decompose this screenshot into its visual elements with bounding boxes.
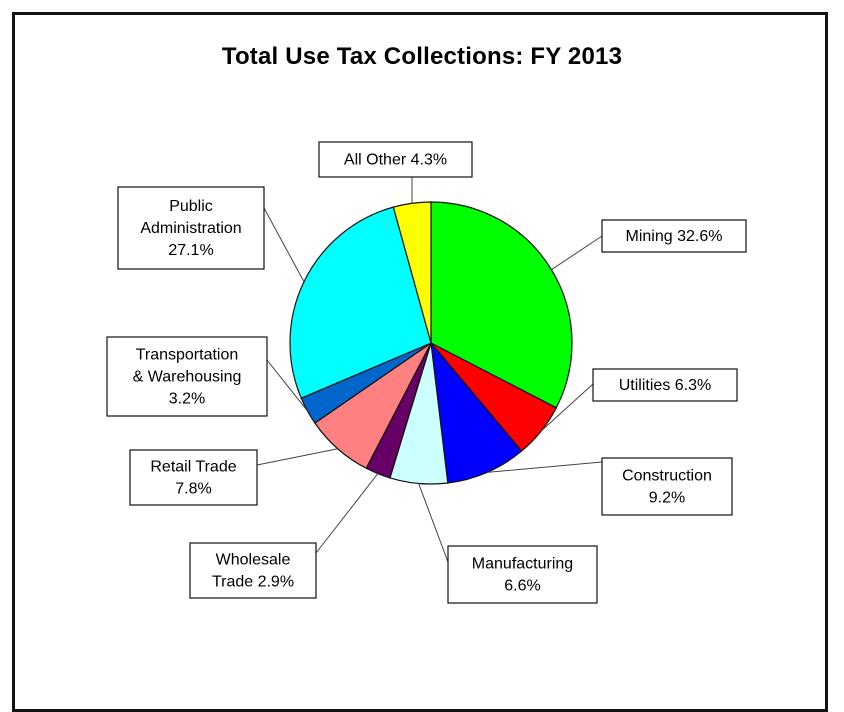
pie-slices	[290, 202, 572, 484]
label-text: Public	[169, 198, 213, 215]
label-text: 3.2%	[169, 391, 205, 408]
slice-label-retail-trade: Retail Trade 7.8%	[130, 450, 257, 505]
slice-label-utilities: Utilities 6.3%	[593, 369, 737, 401]
leader-line-public-administration	[264, 208, 304, 282]
leader-line-retail-trade	[257, 449, 338, 465]
slice-label-mining: Mining 32.6%	[602, 220, 746, 252]
label-text: Mining 32.6%	[626, 228, 723, 245]
label-text: Transportation	[136, 347, 239, 364]
label-text: All Other 4.3%	[344, 152, 447, 169]
slice-label-wholesale-trade: Wholesale Trade 2.9%	[190, 543, 316, 598]
label-text: Administration	[140, 220, 241, 237]
label-text: Manufacturing	[472, 556, 573, 573]
slice-label-manufacturing: Manufacturing 6.6%	[448, 546, 597, 603]
label-text: 7.8%	[175, 481, 211, 498]
label-text: Wholesale	[216, 552, 291, 569]
pie-chart: Mining 32.6% Utilities 6.3% Construction 9.…	[0, 0, 844, 686]
label-text: & Warehousing	[133, 369, 242, 386]
label-text: Retail Trade	[150, 459, 236, 476]
label-text: Construction	[622, 468, 712, 485]
slice-label-public-administration: Public Administration 27.1%	[118, 187, 264, 269]
slice-label-construction: Construction 9.2%	[602, 458, 732, 515]
leader-line-manufacturing	[419, 483, 448, 562]
label-text: 6.6%	[504, 578, 540, 595]
leader-line-wholesale-trade	[316, 474, 378, 553]
slice-label-all-other: All Other 4.3%	[319, 142, 472, 177]
slice-label-transportation-and-warehousing: Transportation & Warehousing 3.2%	[107, 337, 267, 416]
label-text: Utilities 6.3%	[619, 377, 711, 394]
label-text: Trade 2.9%	[212, 574, 294, 591]
label-text: 27.1%	[168, 242, 213, 259]
leader-line-mining	[551, 236, 602, 270]
label-text: 9.2%	[649, 490, 685, 507]
